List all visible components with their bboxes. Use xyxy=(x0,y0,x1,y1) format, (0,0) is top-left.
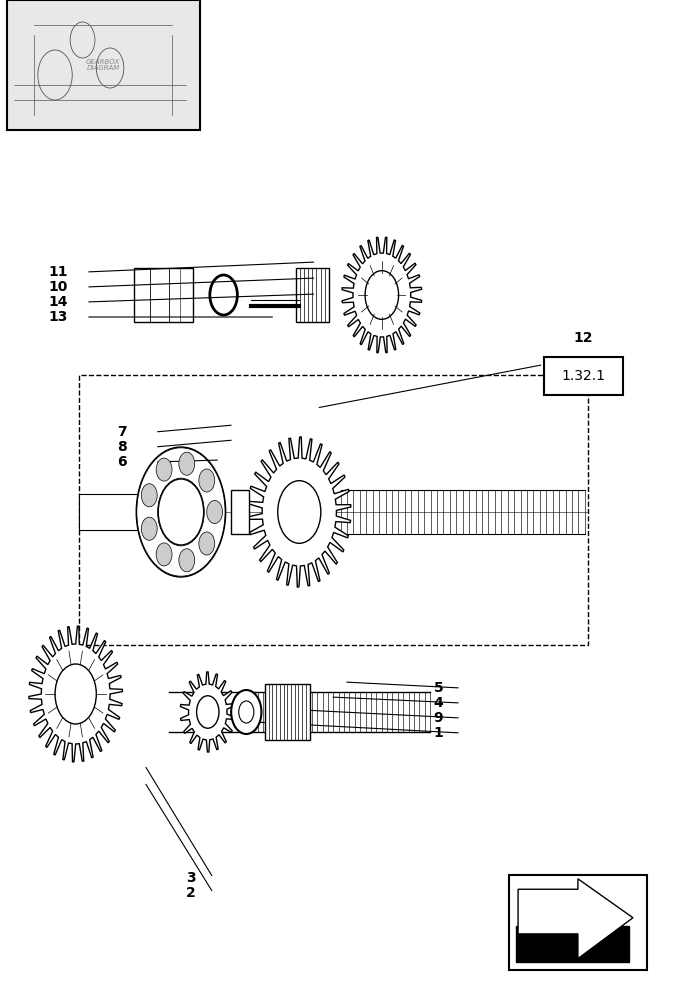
Text: 9: 9 xyxy=(433,711,443,725)
Text: GEARBOX
DIAGRAM: GEARBOX DIAGRAM xyxy=(86,58,120,72)
Bar xyxy=(134,268,193,322)
Polygon shape xyxy=(518,879,633,959)
Circle shape xyxy=(179,452,195,475)
Circle shape xyxy=(56,665,96,723)
Bar xyxy=(265,684,310,740)
Bar xyxy=(79,375,588,645)
Text: 1: 1 xyxy=(433,726,443,740)
Polygon shape xyxy=(29,626,122,762)
Circle shape xyxy=(158,479,204,545)
Bar xyxy=(79,494,162,530)
Circle shape xyxy=(179,549,195,572)
Circle shape xyxy=(278,481,321,543)
Circle shape xyxy=(136,447,226,577)
Polygon shape xyxy=(180,672,235,752)
Text: 2: 2 xyxy=(186,886,195,900)
Text: 3: 3 xyxy=(186,871,195,885)
Text: 12: 12 xyxy=(573,331,593,345)
Circle shape xyxy=(141,517,157,540)
Text: 11: 11 xyxy=(48,265,67,279)
Bar xyxy=(296,268,329,322)
Text: 5: 5 xyxy=(433,681,443,695)
Bar xyxy=(516,926,629,962)
Bar xyxy=(509,875,647,970)
Text: 14: 14 xyxy=(48,295,67,309)
Circle shape xyxy=(231,690,261,734)
Circle shape xyxy=(199,532,215,555)
Circle shape xyxy=(239,701,254,723)
Circle shape xyxy=(197,696,219,728)
Text: 13: 13 xyxy=(48,310,67,324)
FancyBboxPatch shape xyxy=(544,357,623,395)
Text: 6: 6 xyxy=(117,455,127,469)
Circle shape xyxy=(156,543,172,566)
Circle shape xyxy=(156,458,172,481)
Text: 8: 8 xyxy=(117,440,127,454)
Circle shape xyxy=(206,500,223,524)
Circle shape xyxy=(141,484,157,507)
Circle shape xyxy=(199,469,215,492)
Text: 4: 4 xyxy=(433,696,443,710)
Text: 10: 10 xyxy=(48,280,67,294)
Bar xyxy=(231,490,249,534)
Text: 7: 7 xyxy=(117,425,127,439)
Circle shape xyxy=(365,271,398,319)
Bar xyxy=(7,0,200,130)
Text: 1.32.1: 1.32.1 xyxy=(561,369,605,383)
Polygon shape xyxy=(342,237,422,353)
Polygon shape xyxy=(248,437,351,587)
Circle shape xyxy=(55,664,96,724)
